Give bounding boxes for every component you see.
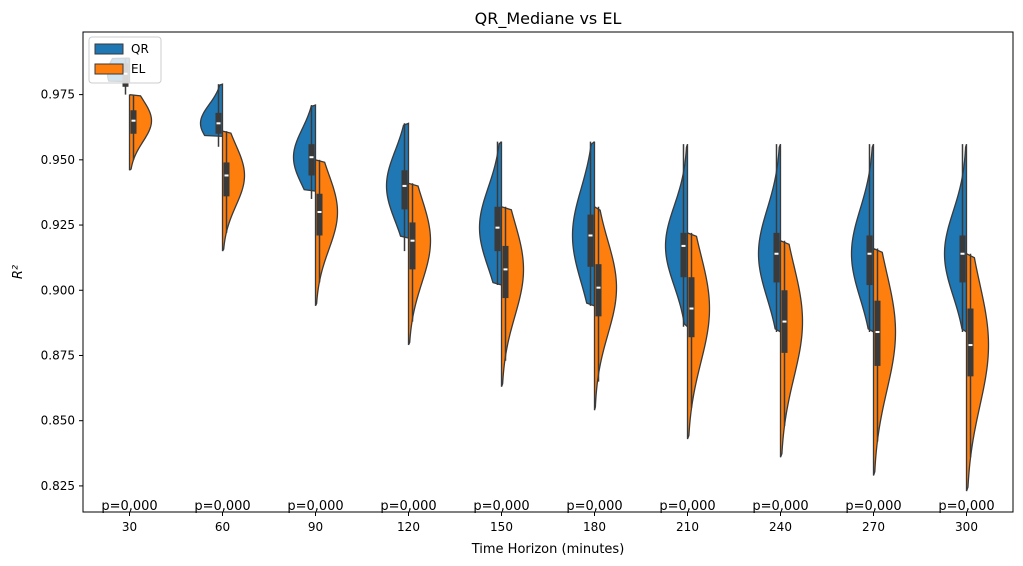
x-tick-label: 240 bbox=[769, 520, 792, 534]
plot-frame bbox=[82, 31, 1014, 513]
x-tick-label: 120 bbox=[397, 520, 420, 534]
p-value-annotation: p=0,000 bbox=[101, 499, 157, 514]
y-tick-label: 0.850 bbox=[41, 414, 75, 428]
iqr-box-el-300 bbox=[967, 308, 974, 377]
legend-label-el: EL bbox=[131, 62, 146, 76]
violin-qr-120 bbox=[385, 122, 410, 239]
legend-swatch-el bbox=[94, 63, 124, 75]
x-tick-label: 90 bbox=[308, 520, 323, 534]
iqr-box-qr-300 bbox=[959, 235, 966, 283]
iqr-box-el-60 bbox=[223, 162, 230, 197]
y-tick-label: 0.950 bbox=[41, 153, 75, 167]
x-tick-label: 180 bbox=[583, 520, 606, 534]
p-value-annotation: p=0,000 bbox=[566, 499, 622, 514]
iqr-box-el-270 bbox=[874, 300, 881, 366]
violin-qr-300 bbox=[943, 143, 968, 334]
chart-title: QR_Mediane vs EL bbox=[475, 9, 622, 29]
iqr-box-el-150 bbox=[502, 245, 509, 299]
p-value-annotation: p=0,000 bbox=[938, 499, 994, 514]
p-value-annotation: p=0,000 bbox=[194, 499, 250, 514]
y-axis-label: R² bbox=[11, 265, 26, 279]
y-tick-label: 0.975 bbox=[41, 88, 75, 102]
x-tick-label: 300 bbox=[955, 520, 978, 534]
violins-layer bbox=[106, 57, 990, 492]
p-value-annotations: p=0,000 p=0,000 p=0,000 p=0,000 p=0,000 p=0,0… bbox=[101, 499, 994, 514]
iqr-box-qr-270 bbox=[866, 235, 873, 286]
iqr-box-el-120 bbox=[409, 222, 416, 270]
iqr-box-qr-240 bbox=[773, 232, 780, 283]
iqr-box-qr-90 bbox=[308, 144, 315, 176]
x-tick-label: 30 bbox=[122, 520, 137, 534]
p-value-annotation: p=0,000 bbox=[287, 499, 343, 514]
iqr-box-el-30 bbox=[130, 110, 137, 134]
x-axis-label: Time Horizon (minutes) bbox=[471, 542, 625, 557]
iqr-box-el-180 bbox=[595, 264, 602, 317]
iqr-box-el-210 bbox=[688, 277, 695, 338]
y-tick-label: 0.875 bbox=[41, 348, 75, 362]
x-tick-label: 60 bbox=[215, 520, 230, 534]
y-tick-label: 0.900 bbox=[41, 283, 75, 297]
p-value-annotation: p=0,000 bbox=[473, 499, 529, 514]
p-value-annotation: p=0,000 bbox=[752, 499, 808, 514]
iqr-box-el-90 bbox=[316, 193, 323, 236]
x-axis: 30 60 90 120 150 180 210 240 270 300 bbox=[122, 512, 978, 534]
y-tick-label: 0.825 bbox=[41, 479, 75, 493]
y-tick-label: 0.925 bbox=[41, 218, 75, 232]
p-value-annotation: p=0,000 bbox=[659, 499, 715, 514]
x-tick-label: 210 bbox=[676, 520, 699, 534]
y-axis: 0.825 0.850 0.875 0.900 0.925 0.950 0.975 bbox=[41, 88, 83, 493]
legend: QR EL bbox=[88, 36, 162, 84]
iqr-box-qr-180 bbox=[587, 214, 594, 267]
boxes-layer bbox=[122, 58, 974, 458]
x-tick-label: 150 bbox=[490, 520, 513, 534]
iqr-box-qr-150 bbox=[494, 206, 501, 252]
x-tick-label: 270 bbox=[862, 520, 885, 534]
p-value-annotation: p=0,000 bbox=[380, 499, 436, 514]
iqr-box-qr-210 bbox=[680, 232, 687, 278]
legend-swatch-qr bbox=[94, 43, 124, 55]
legend-label-qr: QR bbox=[131, 42, 149, 56]
iqr-box-qr-120 bbox=[401, 170, 408, 210]
p-value-annotation: p=0,000 bbox=[845, 499, 901, 514]
